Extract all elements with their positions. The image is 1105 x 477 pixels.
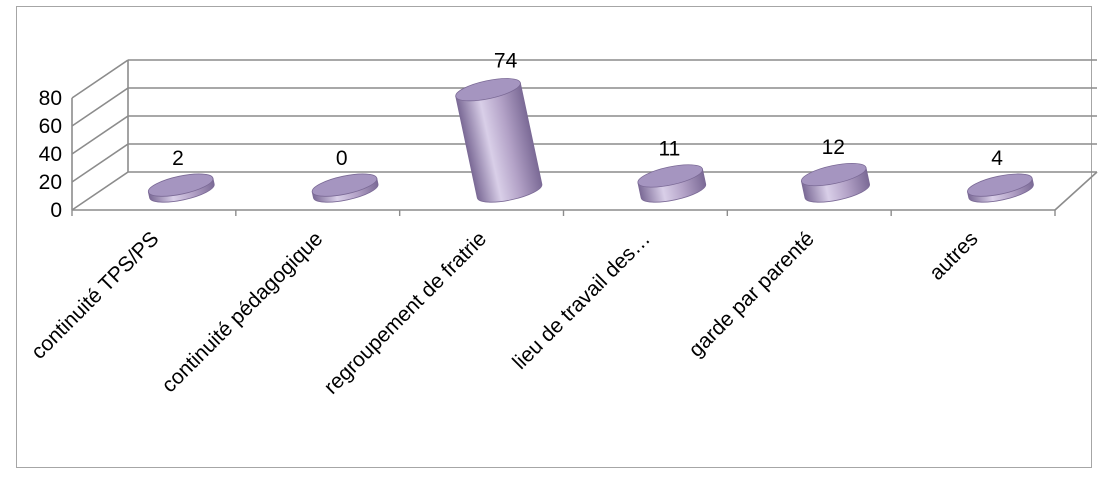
bar-top-2 bbox=[455, 78, 521, 102]
y-tick-label-3: 60 bbox=[39, 115, 62, 138]
value-labels: 2 0 74 11 12 4 bbox=[172, 49, 1003, 170]
y-axis-labels: 0 20 40 60 80 bbox=[39, 87, 62, 222]
bar-2 bbox=[455, 78, 543, 203]
bar-top-3 bbox=[637, 164, 703, 188]
grid-layer bbox=[71, 59, 1098, 216]
bar-top-5 bbox=[967, 173, 1033, 197]
gridline-wall-2 bbox=[71, 115, 129, 155]
value-label-2: 74 bbox=[494, 49, 518, 72]
value-label-5: 4 bbox=[991, 147, 1003, 170]
floor-right-edge bbox=[1054, 171, 1098, 211]
bar-top-1 bbox=[311, 173, 378, 197]
bar-3 bbox=[637, 164, 707, 203]
chart-frame bbox=[16, 6, 1092, 468]
y-tick-label-2: 40 bbox=[39, 143, 62, 166]
gridline-wall-1 bbox=[71, 143, 129, 183]
value-label-3: 11 bbox=[659, 138, 681, 161]
category-label-3: lieu de travail des… bbox=[508, 227, 655, 374]
gridline-wall-4 bbox=[71, 59, 129, 99]
category-label-2: regroupement de fratrie bbox=[320, 227, 491, 398]
bar-top-0 bbox=[147, 173, 214, 197]
bar-1 bbox=[311, 173, 379, 203]
gridline-wall-3 bbox=[71, 87, 129, 127]
gridline-wall-0 bbox=[71, 171, 129, 211]
bar-0 bbox=[147, 173, 215, 203]
bar-body-2 bbox=[455, 82, 543, 203]
bar-top-4 bbox=[801, 163, 867, 187]
bar-4 bbox=[801, 163, 870, 203]
value-label-4: 12 bbox=[822, 136, 845, 159]
category-label-1: continuité pédagogique bbox=[157, 227, 327, 397]
y-tick-label-1: 20 bbox=[39, 171, 62, 194]
value-label-0: 2 bbox=[172, 147, 184, 170]
y-tick-label-4: 80 bbox=[39, 87, 62, 110]
bar-5 bbox=[967, 173, 1034, 203]
bars-layer bbox=[147, 78, 1034, 203]
category-label-5: autres bbox=[925, 227, 983, 285]
category-label-0: continuité TPS/PS bbox=[27, 227, 164, 364]
y-tick-label-0: 0 bbox=[50, 199, 62, 222]
value-label-1: 0 bbox=[336, 147, 348, 170]
category-label-4: garde par parenté bbox=[684, 227, 818, 361]
